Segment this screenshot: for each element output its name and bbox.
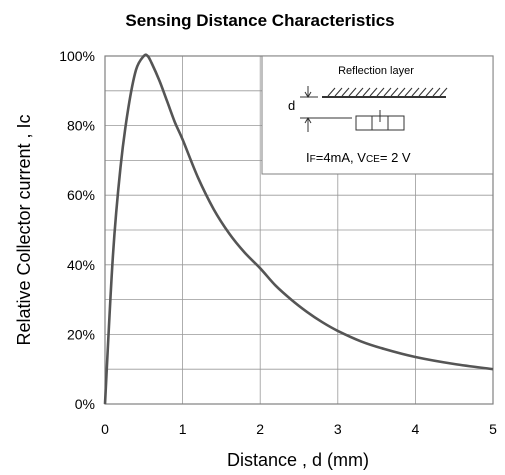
x-tick-label: 1 <box>179 421 187 437</box>
hatch-mark <box>362 87 371 97</box>
reflection-hatching <box>327 87 448 97</box>
y-tick-label: 100% <box>59 48 95 64</box>
x-tick-labels: 0 1 2 3 4 5 <box>101 421 497 437</box>
hatch-mark <box>348 87 357 97</box>
inset-title: Reflection layer <box>338 65 414 77</box>
series-layer <box>103 53 494 405</box>
hatch-mark <box>418 87 427 97</box>
hatch-mark <box>327 87 336 97</box>
hatch-mark <box>397 87 406 97</box>
x-tick-label: 0 <box>101 421 109 437</box>
hatch-mark <box>390 87 399 97</box>
hatch-mark <box>439 87 448 97</box>
y-tick-label: 40% <box>67 257 95 273</box>
hatch-mark <box>425 87 434 97</box>
inset-condition-box: Reflection layer d IF=4mA, VCE= 2 V <box>261 55 494 175</box>
series-line <box>103 53 494 405</box>
x-tick-label: 2 <box>256 421 264 437</box>
hatch-mark <box>432 87 441 97</box>
x-tick-label: 5 <box>489 421 497 437</box>
y-tick-labels: 0% 20% 40% 60% 80% 100% <box>59 48 95 412</box>
hatch-mark <box>355 87 364 97</box>
hatch-mark <box>376 87 385 97</box>
y-tick-label: 0% <box>75 396 95 412</box>
chart-title: Sensing Distance Characteristics <box>125 11 394 30</box>
y-axis-label: Relative Collector current , Ic <box>14 114 34 345</box>
y-tick-label: 60% <box>67 187 95 203</box>
inset-condition-text: IF=4mA, VCE= 2 V <box>306 150 411 165</box>
hatch-mark <box>369 87 378 97</box>
d-arrow-head-down <box>304 91 312 98</box>
hatch-mark <box>334 87 343 97</box>
x-tick-label: 4 <box>412 421 420 437</box>
hatch-mark <box>383 87 392 97</box>
y-tick-label: 20% <box>67 326 95 342</box>
hatch-mark <box>411 87 420 97</box>
inset-frame <box>261 55 494 175</box>
hatch-mark <box>341 87 350 97</box>
y-tick-label: 80% <box>67 118 95 134</box>
x-axis-label: Distance , d (mm) <box>227 450 369 470</box>
x-tick-label: 3 <box>334 421 342 437</box>
hatch-mark <box>404 87 413 97</box>
inset-d-label: d <box>288 98 295 113</box>
d-arrow-head-up <box>304 117 312 124</box>
